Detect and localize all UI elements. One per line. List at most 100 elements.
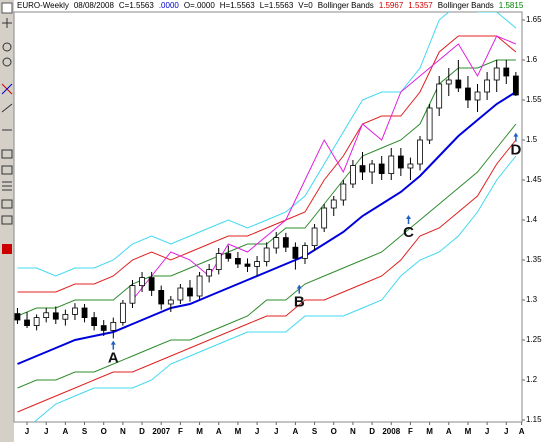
annotation: C [403,224,414,241]
candle-body [91,317,98,327]
candle-body [302,245,308,259]
plot: 1.15 1.2 1.25 1.3 1.35 1.4 1.45 1.5 1.55 1.6 1.65 J… [14,12,542,436]
x-tick-label: M [426,427,433,436]
candle-body [455,79,462,89]
candle-body [359,165,366,173]
header-item: L=1.5563 [260,1,294,10]
y-tick-label: 1.6 [526,55,538,64]
x-tick-label: 2008 [382,427,400,436]
x-tick-label: F [408,427,413,436]
candle-body [263,247,270,262]
x-tick-label: M [235,427,242,436]
candle-body [512,75,519,96]
x-tick-label: 2007 [152,427,170,436]
x-tick-label: S [312,427,318,436]
x-tick-label: O [101,427,107,436]
y-tick-label: 1.55 [526,95,542,104]
x-tick-label: O [331,427,337,436]
candle-body [206,269,213,277]
x-tick-label: A [446,427,452,436]
band-line [17,12,517,277]
y-tick-label: 1.45 [526,175,542,184]
candle-body [72,307,78,315]
candle-body [397,155,404,169]
candle-body [129,285,136,304]
candle-body [177,287,184,301]
candle-body [196,275,203,297]
header-item: H=1.5563 [220,1,255,10]
annotation-arrowhead [406,215,412,219]
annotation-arrowhead [296,284,302,289]
x-tick-label: M [196,427,203,436]
y-tick-label: 1.5 [526,135,538,144]
x-tick-label: J [25,427,29,436]
x-tick-label: J [44,427,48,436]
candle-body [119,302,126,323]
candle-body [215,253,222,271]
candle-body [14,313,21,321]
candle-body [445,79,452,85]
x-tick-label: A [62,427,68,436]
candle-body [484,79,491,93]
x-tick-label: A [216,427,222,436]
candle-body [244,263,251,267]
header-item: 1.5815 [499,1,524,10]
band-line [132,35,517,301]
candle-body [311,227,318,247]
candle-body [148,277,155,291]
x-tick-label: N [120,427,126,436]
candle-body [81,307,88,319]
header-item: V=0 [298,1,313,10]
x-tick-label: J [274,427,278,436]
candle-body [330,199,337,209]
band-line [17,91,517,365]
annotation-arrowhead [110,340,116,345]
header-item: 1.5967 [379,1,404,10]
annotation: D [510,142,521,159]
y-tick-label: 1.35 [526,255,542,264]
y-tick-label: 1.4 [526,215,538,224]
x-tick-label: A [293,427,299,436]
candle-body [474,91,481,101]
x-tick-label: N [350,427,356,436]
x-tick-label: J [485,427,489,436]
x-tick-label: S [82,427,88,436]
y-tick-label: 1.15 [526,415,542,424]
x-tick-label: D [369,427,375,436]
annotation: B [294,294,305,311]
candle-body [350,165,356,185]
y-tick-label: 1.25 [526,335,542,344]
x-tick-label: D [139,427,145,436]
plot-frame [13,11,523,423]
candle-body [321,207,328,229]
candle-body [282,237,289,248]
candle-body [273,237,280,249]
candle-body [407,163,414,169]
candle-body [52,312,59,320]
candle-body [235,257,241,265]
candle-body [110,321,117,331]
candle-body [24,319,30,326]
annotation-arrowhead [513,132,519,137]
candle-body [493,67,500,81]
header-item: EURO-Weekly [17,1,69,10]
x-tick-label: J [255,427,259,436]
x-tick-label: F [178,427,183,436]
toolbar [0,0,14,442]
candle-body [43,312,50,318]
header-item: 08/08/2008 [74,1,115,10]
header-item: O=.0000 [184,1,215,10]
band-line [17,123,517,389]
series-group [14,12,519,422]
header-item: .0000 [159,1,180,10]
candle-body [100,325,107,331]
header: EURO-Weekly 08/08/2008 C=1.5563 .0000 O=.000… [17,1,524,10]
candle-body [62,313,69,320]
candle-body [187,287,193,297]
header-item: Bollinger Bands [318,1,374,10]
header-item: Bollinger Bands [438,1,494,10]
y-tick-label: 1.65 [526,15,542,24]
candle-body [139,277,145,287]
candle-body [33,317,40,327]
